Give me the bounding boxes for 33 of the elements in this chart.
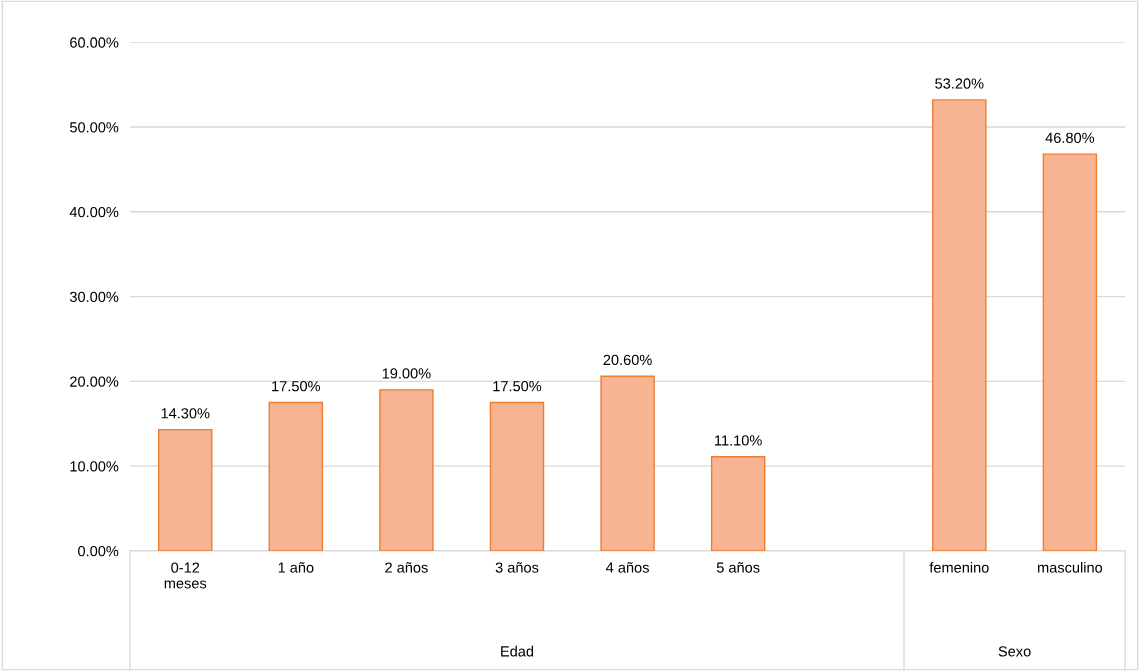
y-tick-label: 50.00% xyxy=(69,122,119,133)
data-label: 17.50% xyxy=(272,381,321,392)
y-tick-label: 10.00% xyxy=(70,461,119,472)
x-tick-label: 2 años xyxy=(385,562,428,573)
x-tick-label: 0-12 meses xyxy=(164,562,207,589)
bar xyxy=(710,456,766,551)
bar xyxy=(932,99,987,551)
bar xyxy=(158,428,213,551)
bar xyxy=(600,375,655,551)
y-tick-label: 60.00% xyxy=(70,37,119,48)
bar xyxy=(1042,153,1098,551)
y-tick-label: 0.00% xyxy=(78,545,119,557)
x-tick-label: masculino xyxy=(1038,562,1103,573)
data-label: 20.60% xyxy=(603,354,652,366)
x-tick-label: femenino xyxy=(929,562,989,573)
bar xyxy=(268,401,324,551)
x-tick-label: 3 años xyxy=(495,562,539,573)
data-label: 17.50% xyxy=(493,381,542,392)
bar xyxy=(379,389,434,551)
text: Sexo xyxy=(998,646,1031,657)
text: Edad xyxy=(501,645,534,657)
data-label: 46.80% xyxy=(1045,132,1095,143)
data-label: 14.30% xyxy=(161,408,210,419)
y-tick-label: 30.00% xyxy=(69,291,119,303)
bar xyxy=(489,401,545,551)
data-label: 53.20% xyxy=(935,78,984,89)
x-tick-label: 1 año xyxy=(278,562,314,573)
data-label: 19.00% xyxy=(382,368,431,379)
x-tick-label: 4 años xyxy=(606,562,649,573)
y-tick-label: 40.00% xyxy=(69,206,119,218)
data-label: 11.10% xyxy=(715,435,762,446)
x-tick-label: 5 años xyxy=(716,562,760,573)
y-tick-label: 20.00% xyxy=(70,376,119,387)
